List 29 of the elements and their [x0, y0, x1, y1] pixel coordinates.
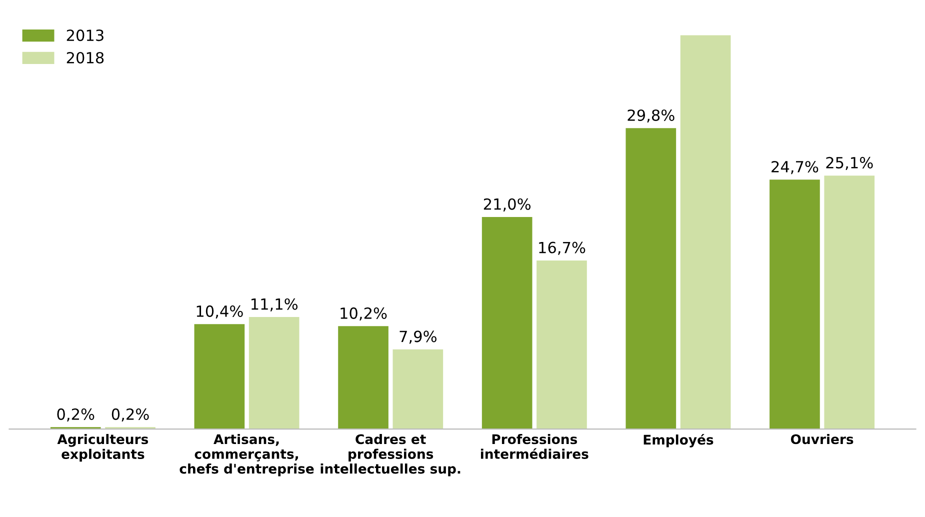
x-tick-label: Artisans, commerçants, chefs d'entreprise: [180, 434, 314, 476]
bar: [536, 260, 587, 430]
data-label: 24,7%: [772, 160, 818, 174]
bar: [680, 35, 731, 430]
bar: [626, 128, 676, 430]
x-tick-label: Professions intermédiaires: [480, 434, 588, 459]
x-tick-label: Ouvriers: [790, 434, 854, 444]
data-label: 0,2%: [57, 408, 94, 422]
legend-label: 2018: [66, 52, 104, 64]
bar: [482, 217, 532, 430]
bar: [770, 180, 820, 430]
bar: [824, 176, 875, 430]
legend-label: 2013: [66, 30, 104, 42]
bar: [194, 324, 245, 430]
data-label: 21,0%: [484, 198, 531, 212]
bar: [392, 349, 444, 430]
data-label: 25,1%: [826, 156, 873, 170]
data-label: 10,2%: [340, 307, 387, 321]
data-label: 7,9%: [400, 330, 436, 344]
data-label: 16,7%: [539, 242, 586, 255]
x-tick-label: Agriculteurs exploitants: [57, 434, 148, 462]
x-tick-label: Employés: [644, 434, 714, 448]
data-label: 10,4%: [196, 305, 243, 318]
data-label: 11,1%: [252, 298, 298, 312]
data-label: 29,8%: [628, 109, 674, 123]
x-tick-label: Cadres et professions intellectuelles sup.: [320, 434, 460, 476]
bar: [248, 317, 300, 430]
bar: [338, 326, 388, 430]
data-label: 0,2%: [112, 408, 149, 422]
